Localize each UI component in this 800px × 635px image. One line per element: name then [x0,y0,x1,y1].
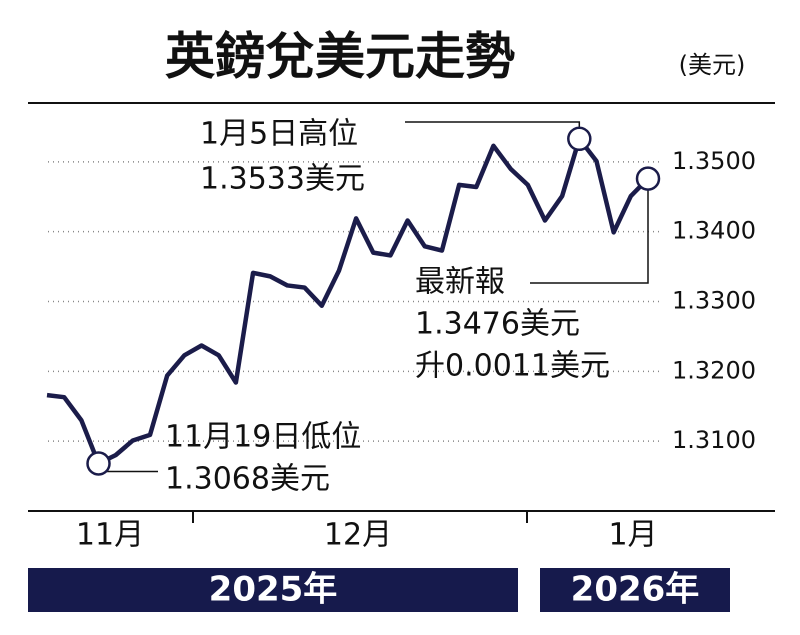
year-label: 2025年 [209,570,338,610]
y-tick-label: 1.3200 [672,356,756,384]
y-tick-label: 1.3400 [672,217,756,245]
annotation: 升0.0011美元 [415,349,610,384]
month-label: 1月 [608,518,657,553]
annotation: 1.3476美元 [415,307,580,342]
unit-label: (美元) [679,51,746,79]
leader-line [530,178,649,284]
month-label: 11月 [76,518,144,553]
annotation: 11月19日低位 [165,420,361,455]
annotation: 1.3533美元 [200,162,365,197]
annotation: 1.3068美元 [165,462,330,497]
chart-title: 英鎊兌美元走勢 [165,28,515,86]
point-marker [567,126,592,152]
leader-line [405,121,581,139]
annotation: 1月5日高位 [200,117,358,152]
year-label: 2026年 [571,570,700,610]
y-tick-label: 1.3500 [672,147,756,175]
line [46,136,650,466]
annotation: 最新報 [415,265,505,300]
point-marker [86,451,111,476]
month-label: 12月 [324,518,392,553]
y-tick-label: 1.3100 [672,426,756,454]
y-tick-label: 1.3300 [672,287,756,315]
year-band [28,568,518,612]
year-band [540,568,730,612]
point-marker [635,166,661,191]
